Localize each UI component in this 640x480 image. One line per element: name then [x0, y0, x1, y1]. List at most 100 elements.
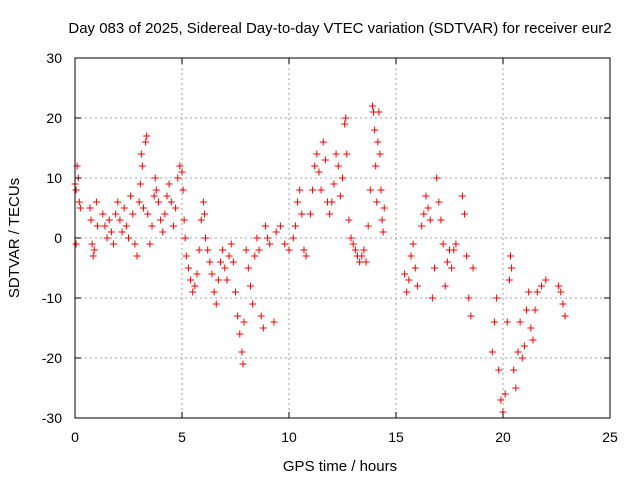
data-point	[120, 204, 128, 212]
data-point	[118, 228, 126, 236]
data-point	[210, 288, 218, 296]
data-point	[463, 252, 471, 260]
y-tick-label: 20	[46, 110, 62, 126]
data-point	[272, 228, 280, 236]
data-point	[428, 294, 436, 302]
data-point	[152, 186, 160, 194]
data-point	[433, 174, 441, 182]
data-point	[342, 114, 350, 122]
data-point	[195, 246, 203, 254]
data-point	[326, 210, 334, 218]
y-tick-label: 30	[46, 50, 62, 66]
data-point	[281, 240, 289, 248]
x-tick-label: 20	[495, 429, 511, 445]
data-point	[465, 294, 473, 302]
data-point	[309, 186, 317, 194]
data-point	[208, 270, 216, 278]
data-point	[217, 258, 225, 266]
data-point	[249, 300, 257, 308]
data-point	[163, 192, 171, 200]
data-point	[426, 216, 434, 224]
data-point	[72, 240, 80, 248]
y-tick-label: -30	[42, 410, 62, 426]
data-point	[317, 186, 325, 194]
data-point	[347, 234, 355, 242]
data-point	[306, 210, 314, 218]
data-point	[345, 216, 353, 224]
data-point	[99, 210, 107, 218]
data-point	[76, 204, 84, 212]
data-point	[197, 216, 205, 224]
data-point	[253, 234, 261, 242]
data-point	[495, 366, 503, 374]
data-point	[315, 168, 323, 176]
data-point	[469, 264, 477, 272]
data-point	[467, 312, 475, 320]
data-point	[313, 150, 321, 158]
x-tick-label: 0	[71, 429, 79, 445]
axis-ticks	[74, 57, 611, 419]
data-point	[339, 174, 346, 182]
data-point	[407, 252, 415, 260]
data-point	[356, 258, 364, 266]
data-point	[129, 210, 137, 218]
data-point	[285, 246, 293, 254]
y-tick-label: 0	[54, 230, 62, 246]
data-point	[101, 222, 109, 230]
data-point	[373, 198, 381, 206]
data-point	[506, 252, 514, 260]
data-point	[330, 180, 338, 188]
data-point	[375, 108, 383, 116]
data-point	[533, 288, 541, 296]
data-point	[270, 318, 278, 326]
data-point	[413, 282, 421, 290]
data-point	[437, 216, 445, 224]
data-point	[289, 234, 297, 242]
data-point	[146, 240, 154, 248]
data-point	[364, 222, 372, 230]
data-point	[319, 138, 327, 146]
data-point	[122, 222, 130, 230]
y-tick-labels: -30 -20 -10 0 10 20 30	[42, 50, 62, 426]
data-point	[291, 222, 299, 230]
data-point	[138, 162, 146, 170]
data-point	[441, 282, 449, 290]
data-point	[179, 186, 187, 194]
x-tick-label: 25	[602, 429, 618, 445]
data-point	[409, 240, 417, 248]
data-point	[503, 318, 511, 326]
data-point	[251, 252, 259, 260]
data-point	[378, 216, 386, 224]
data-point	[181, 234, 189, 242]
data-point	[422, 192, 430, 200]
data-point	[136, 180, 144, 188]
data-point	[523, 306, 531, 314]
y-axis-title: SDTVAR / TECUs	[6, 178, 23, 298]
data-point	[86, 204, 94, 212]
data-point	[90, 246, 98, 254]
data-point	[150, 192, 158, 200]
y-tick-label: 10	[46, 170, 62, 186]
data-point	[191, 282, 199, 290]
data-point	[143, 132, 151, 140]
data-point	[358, 252, 366, 260]
data-point	[178, 168, 186, 176]
data-point	[93, 222, 101, 230]
data-point	[180, 216, 188, 224]
data-point	[238, 348, 246, 356]
data-point	[255, 246, 263, 254]
data-point	[135, 198, 143, 206]
data-point	[302, 252, 310, 260]
data-point	[401, 270, 409, 278]
data-point	[458, 192, 466, 200]
data-point	[266, 240, 274, 248]
data-point	[366, 186, 374, 194]
data-point	[229, 258, 237, 266]
data-point	[452, 240, 460, 248]
data-point	[105, 216, 113, 224]
data-point	[321, 156, 329, 164]
data-point	[165, 180, 173, 188]
data-point	[512, 384, 520, 392]
data-point	[405, 276, 413, 284]
data-point	[529, 336, 537, 344]
